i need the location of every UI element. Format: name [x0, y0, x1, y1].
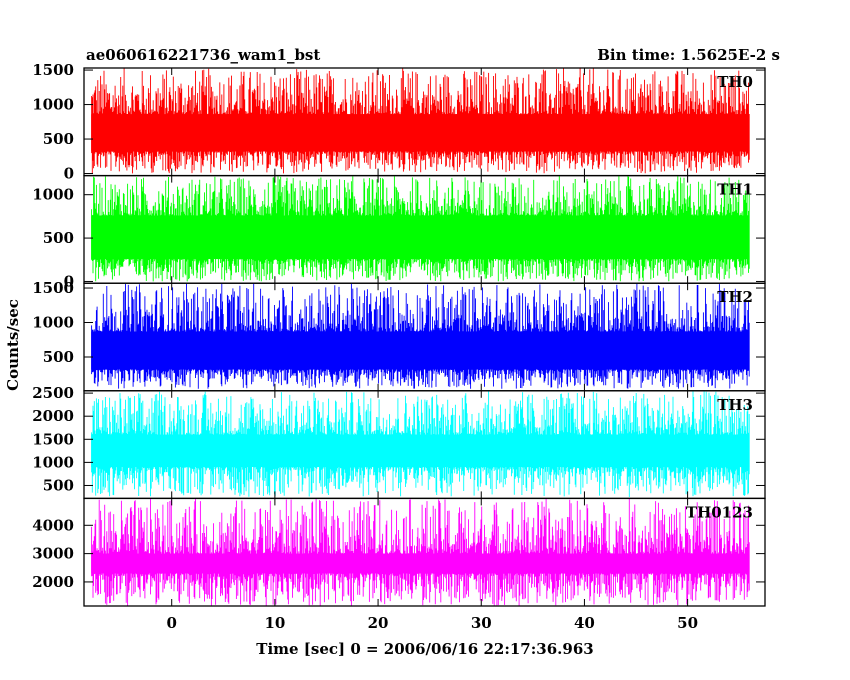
- y-tick-label: 1000: [32, 96, 74, 114]
- y-tick-label: 500: [43, 229, 74, 247]
- series-line-th0123: [91, 498, 750, 606]
- panel-label: TH1: [717, 181, 753, 199]
- panel-label: TH3: [717, 396, 753, 414]
- y-tick-label: 1000: [32, 314, 74, 332]
- panel-th3: 500 1000 1500 2000 2500 TH3: [32, 384, 766, 500]
- x-tick-label: 20: [368, 614, 389, 632]
- panel-th2: 500 1000 1500 TH2: [32, 279, 766, 392]
- y-tick-label: 1500: [32, 279, 74, 297]
- bin-time-label: Bin time: 1.5625E-2 s: [597, 46, 780, 64]
- panel-th0: 0 500 1000 1500 TH0: [32, 61, 766, 183]
- series-line-th2: [91, 283, 750, 389]
- y-tick-label: 1500: [32, 61, 74, 79]
- panel-label: TH0123: [686, 503, 753, 521]
- x-tick-label: 40: [574, 614, 595, 632]
- panel-label: TH0: [717, 73, 753, 91]
- panel-th1: 0 500 1000 TH1: [32, 174, 766, 290]
- y-tick-label: 3000: [32, 545, 74, 563]
- y-tick-label: 500: [43, 130, 74, 148]
- y-tick-label: 2000: [32, 573, 74, 591]
- y-tick-label: 4000: [32, 516, 74, 534]
- panel-label: TH2: [717, 288, 753, 306]
- y-axis-label: Counts/sec: [4, 299, 22, 391]
- y-tick-label: 2500: [32, 384, 74, 402]
- chart-title: ae060616221736_wam1_bst: [86, 46, 320, 64]
- panel-th0123: 2000 3000 4000 TH0123: [32, 497, 766, 607]
- panel-frame: [83, 497, 766, 607]
- series-line-th3: [91, 391, 750, 497]
- y-tick-label: 0: [64, 272, 74, 290]
- series-line-th1: [91, 176, 750, 282]
- y-tick-label: 1000: [32, 453, 74, 471]
- y-tick-label: 500: [43, 476, 74, 494]
- panels-group: 0 500 1000 1500 TH0 0 500 1000 TH1 500 1000 1500 TH2…: [32, 61, 766, 607]
- x-tick-label: 50: [677, 614, 698, 632]
- y-tick-label: 2000: [32, 407, 74, 425]
- series-line-th0: [91, 68, 750, 174]
- x-axis: 0 10 20 30 40 50: [166, 614, 698, 632]
- y-tick-label: 1500: [32, 430, 74, 448]
- x-axis-label: Time [sec] 0 = 2006/06/16 22:17:36.963: [256, 640, 593, 658]
- x-tick-label: 10: [264, 614, 285, 632]
- x-tick-label: 30: [471, 614, 492, 632]
- y-tick-label: 1000: [32, 186, 74, 204]
- y-tick-label: 500: [43, 348, 74, 366]
- x-tick-label: 0: [166, 614, 176, 632]
- y-tick-label: 0: [64, 165, 74, 183]
